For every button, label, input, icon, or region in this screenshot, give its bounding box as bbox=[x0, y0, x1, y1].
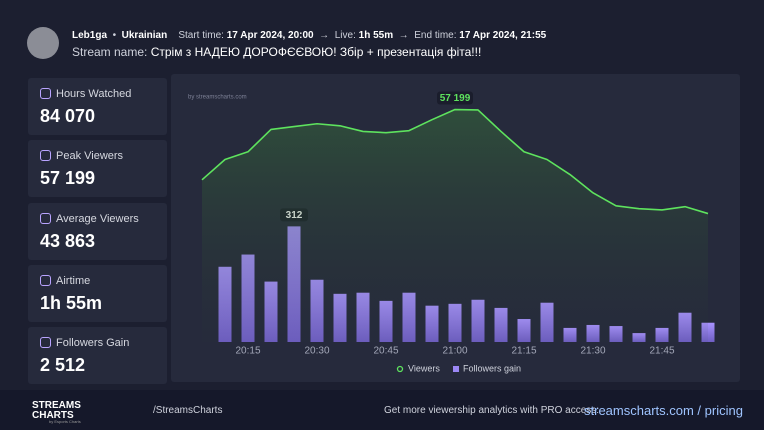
header-meta: Leb1ga • Ukrainian Start time: 17 Apr 20… bbox=[72, 30, 547, 41]
x-tick-label: 20:45 bbox=[373, 346, 398, 357]
peak-label-bg bbox=[437, 91, 473, 105]
stat-label: Airtime bbox=[56, 274, 91, 287]
stat-value: 2 512 bbox=[40, 355, 86, 376]
stat-value: 1h 55m bbox=[40, 292, 103, 313]
stream-name-label: Stream name: bbox=[72, 45, 148, 59]
stat-card: Followers Gain 2 512 bbox=[28, 327, 167, 385]
stat-card: Airtime 1h 55m bbox=[28, 264, 167, 322]
legend-label: Followers gain bbox=[463, 363, 521, 373]
legend-swatch bbox=[453, 366, 459, 372]
promo: Get more viewership analytics with PRO a… bbox=[384, 405, 600, 416]
x-tick-label: 21:15 bbox=[511, 346, 536, 357]
brand: STREAMS CHARTS bbox=[32, 400, 81, 421]
stream-name: Стрім з НАДЕЮ ДОРОФЄЄВОЮ! Збір + презент… bbox=[150, 45, 482, 59]
x-tick-label: 20:15 bbox=[235, 346, 260, 357]
end-label: End time: bbox=[414, 30, 457, 41]
x-tick-label: 21:45 bbox=[649, 346, 674, 357]
stat-label: Peak Viewers bbox=[56, 150, 124, 163]
stream-name-row: Stream name: Стрім з НАДЕЮ ДОРОФЄЄВОЮ! З… bbox=[72, 45, 481, 59]
stat-card: Average Viewers 43 863 bbox=[28, 202, 167, 260]
stat-label: Hours Watched bbox=[56, 88, 132, 100]
stat-icon bbox=[40, 274, 51, 286]
handle: /StreamsCharts bbox=[153, 405, 223, 416]
brand-sub: by Esports Charts bbox=[49, 419, 81, 424]
x-tick-label: 21:30 bbox=[580, 346, 605, 357]
stat-value: 43 863 bbox=[40, 230, 96, 251]
end-time: 17 Apr 2024, 21:55 bbox=[459, 30, 547, 41]
stat-icon bbox=[40, 88, 51, 99]
footer-band bbox=[0, 390, 764, 430]
watermark: by streamscharts.com bbox=[188, 95, 247, 101]
stat-icon bbox=[40, 150, 51, 162]
x-tick-label: 21:00 bbox=[442, 346, 467, 357]
avatar bbox=[27, 27, 59, 59]
peak-label: 57 199 bbox=[440, 93, 471, 104]
stat-icon bbox=[40, 337, 51, 349]
pricing-link[interactable]: streamscharts.com / pricing bbox=[584, 403, 743, 418]
legend-swatch bbox=[396, 365, 404, 373]
stat-icon bbox=[40, 212, 51, 224]
channel: Leb1ga bbox=[72, 30, 108, 41]
stat-value: 57 199 bbox=[40, 168, 96, 189]
area bbox=[202, 109, 708, 343]
start-time: 17 Apr 2024, 20:00 bbox=[226, 30, 314, 41]
stat-card: Hours Watched 84 070 bbox=[28, 78, 167, 135]
legend-label: Viewers bbox=[408, 363, 440, 373]
stat-value: 84 070 bbox=[40, 106, 96, 126]
x-tick-label: 20:30 bbox=[304, 346, 329, 357]
start-label: Start time: bbox=[178, 30, 224, 41]
stat-label: Followers Gain bbox=[56, 337, 130, 350]
stat-card: Peak Viewers 57 199 bbox=[28, 140, 167, 198]
live-time: 1h 55m bbox=[358, 30, 394, 41]
line bbox=[201, 108, 709, 215]
language: Ukrainian bbox=[121, 30, 168, 41]
live-label: Live: bbox=[334, 30, 356, 41]
stat-label: Average Viewers bbox=[56, 212, 139, 225]
